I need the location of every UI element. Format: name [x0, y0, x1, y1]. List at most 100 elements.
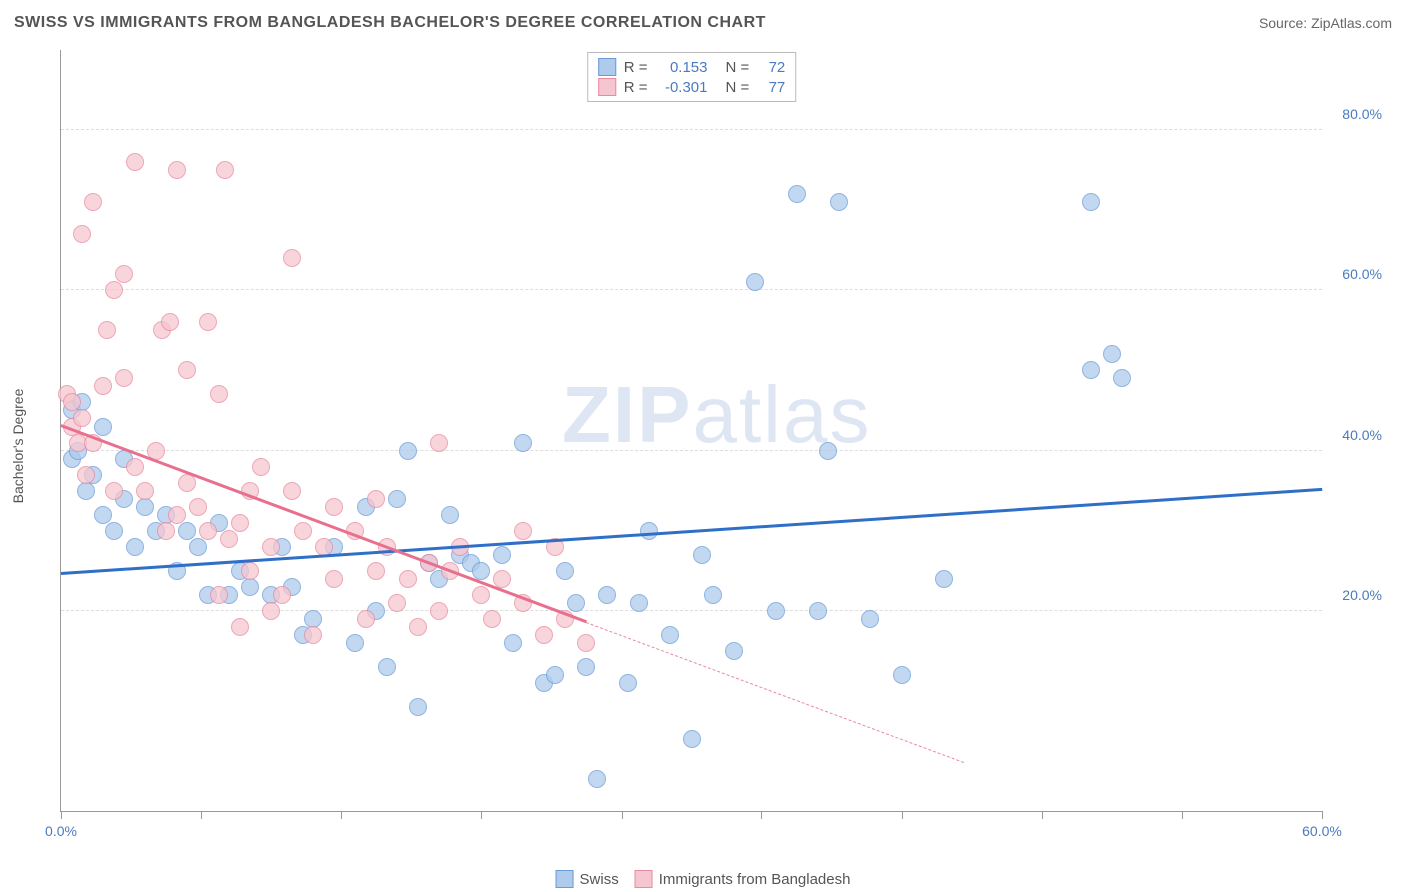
scatter-point — [367, 490, 385, 508]
scatter-point — [693, 546, 711, 564]
scatter-point — [409, 618, 427, 636]
scatter-point — [220, 530, 238, 548]
scatter-point — [94, 377, 112, 395]
scatter-point — [588, 770, 606, 788]
scatter-point — [514, 434, 532, 452]
chart-title: SWISS VS IMMIGRANTS FROM BANGLADESH BACH… — [14, 14, 766, 32]
legend-correlation-row: R = -0.301 N = 77 — [598, 77, 786, 97]
scatter-point — [105, 522, 123, 540]
scatter-point — [388, 490, 406, 508]
scatter-point — [935, 570, 953, 588]
legend-r-value: -0.301 — [656, 79, 708, 96]
scatter-point — [640, 522, 658, 540]
legend-r-label: R = — [624, 79, 648, 96]
scatter-point — [136, 482, 154, 500]
scatter-point — [315, 538, 333, 556]
source-attribution: Source: ZipAtlas.com — [1259, 15, 1392, 31]
scatter-point — [94, 418, 112, 436]
legend-n-label: N = — [726, 79, 750, 96]
scatter-point — [252, 458, 270, 476]
legend-swatch — [598, 58, 616, 76]
x-tick-label: 60.0% — [1302, 823, 1342, 839]
plot-region: ZIPatlas R =0.153N =72R =-0.301N =77 20.… — [60, 50, 1322, 812]
scatter-point — [577, 634, 595, 652]
scatter-point — [430, 602, 448, 620]
scatter-point — [1103, 345, 1121, 363]
scatter-point — [861, 610, 879, 628]
scatter-point — [216, 161, 234, 179]
y-tick-label: 20.0% — [1327, 587, 1382, 603]
scatter-point — [430, 434, 448, 452]
scatter-point — [77, 466, 95, 484]
x-tick — [1182, 811, 1183, 819]
scatter-point — [577, 658, 595, 676]
scatter-point — [704, 586, 722, 604]
scatter-point — [126, 538, 144, 556]
scatter-point — [399, 442, 417, 460]
legend-series-item: Swiss — [556, 870, 619, 888]
scatter-point — [189, 498, 207, 516]
legend-series-item: Immigrants from Bangladesh — [635, 870, 851, 888]
scatter-point — [178, 522, 196, 540]
scatter-point — [73, 225, 91, 243]
legend-correlation-row: R =0.153N =72 — [598, 57, 786, 77]
scatter-point — [809, 602, 827, 620]
watermark-bold: ZIP — [562, 370, 692, 459]
scatter-point — [483, 610, 501, 628]
legend-series-label: Immigrants from Bangladesh — [659, 871, 851, 888]
scatter-point — [231, 618, 249, 636]
y-tick-label: 80.0% — [1327, 106, 1382, 122]
x-tick — [761, 811, 762, 819]
scatter-point — [535, 626, 553, 644]
scatter-point — [178, 361, 196, 379]
legend-series: Swiss Immigrants from Bangladesh — [556, 870, 851, 888]
scatter-point — [168, 161, 186, 179]
x-tick-label: 0.0% — [45, 823, 77, 839]
scatter-point — [105, 281, 123, 299]
scatter-point — [304, 626, 322, 644]
scatter-point — [819, 442, 837, 460]
scatter-point — [619, 674, 637, 692]
scatter-point — [94, 506, 112, 524]
scatter-point — [514, 522, 532, 540]
scatter-point — [241, 578, 259, 596]
trend-line-dashed — [586, 622, 965, 763]
scatter-point — [199, 313, 217, 331]
legend-r-label: R = — [624, 59, 648, 76]
x-tick — [1042, 811, 1043, 819]
scatter-point — [493, 546, 511, 564]
scatter-point — [1082, 361, 1100, 379]
x-tick — [201, 811, 202, 819]
scatter-point — [210, 385, 228, 403]
scatter-point — [893, 666, 911, 684]
scatter-point — [1113, 369, 1131, 387]
scatter-point — [472, 586, 490, 604]
header: SWISS VS IMMIGRANTS FROM BANGLADESH BACH… — [14, 14, 1392, 32]
scatter-point — [661, 626, 679, 644]
scatter-point — [161, 313, 179, 331]
watermark-light: atlas — [692, 370, 871, 459]
legend-n-value: 72 — [757, 59, 785, 76]
scatter-point — [1082, 193, 1100, 211]
legend-n-label: N = — [726, 59, 750, 76]
scatter-point — [168, 506, 186, 524]
x-tick — [481, 811, 482, 819]
scatter-point — [367, 562, 385, 580]
legend-n-value: 77 — [757, 79, 785, 96]
legend-correlation: R =0.153N =72R =-0.301N =77 — [587, 52, 797, 102]
x-tick — [902, 811, 903, 819]
gridline — [61, 289, 1322, 290]
scatter-point — [788, 185, 806, 203]
y-tick-label: 60.0% — [1327, 266, 1382, 282]
scatter-point — [546, 666, 564, 684]
scatter-point — [567, 594, 585, 612]
scatter-point — [346, 634, 364, 652]
legend-series-label: Swiss — [580, 871, 619, 888]
scatter-point — [262, 538, 280, 556]
scatter-point — [472, 562, 490, 580]
scatter-point — [441, 506, 459, 524]
scatter-point — [77, 482, 95, 500]
scatter-point — [399, 570, 417, 588]
scatter-point — [294, 522, 312, 540]
scatter-point — [357, 610, 375, 628]
